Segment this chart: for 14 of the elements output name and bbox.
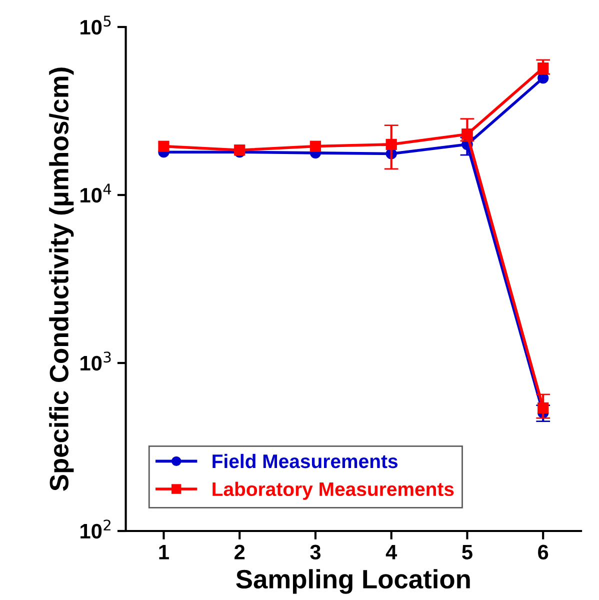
x-tick-label: 3 (310, 544, 321, 560)
x-tick-label: 6 (538, 544, 548, 560)
y-tick-label: 10$^{2}$ (80, 520, 110, 539)
legend-label: Laboratory Measurements (212, 482, 454, 500)
y-tick-label: 10$^{4}$ (80, 184, 112, 203)
x-tick-label: 5 (462, 544, 472, 560)
x-axis-title: Sampling Location (236, 569, 470, 594)
x-tick-label: 4 (386, 544, 398, 560)
x-tick-label: 1 (159, 544, 169, 560)
x-tick-label: 2 (234, 544, 245, 560)
y-axis-title: Specific Conductivity (μmhos/cm) (49, 68, 74, 491)
y-tick-label: 10$^{5}$ (80, 16, 111, 35)
y-tick-label: 10$^{3}$ (80, 352, 111, 371)
legend-label: Field Measurements (212, 454, 398, 468)
